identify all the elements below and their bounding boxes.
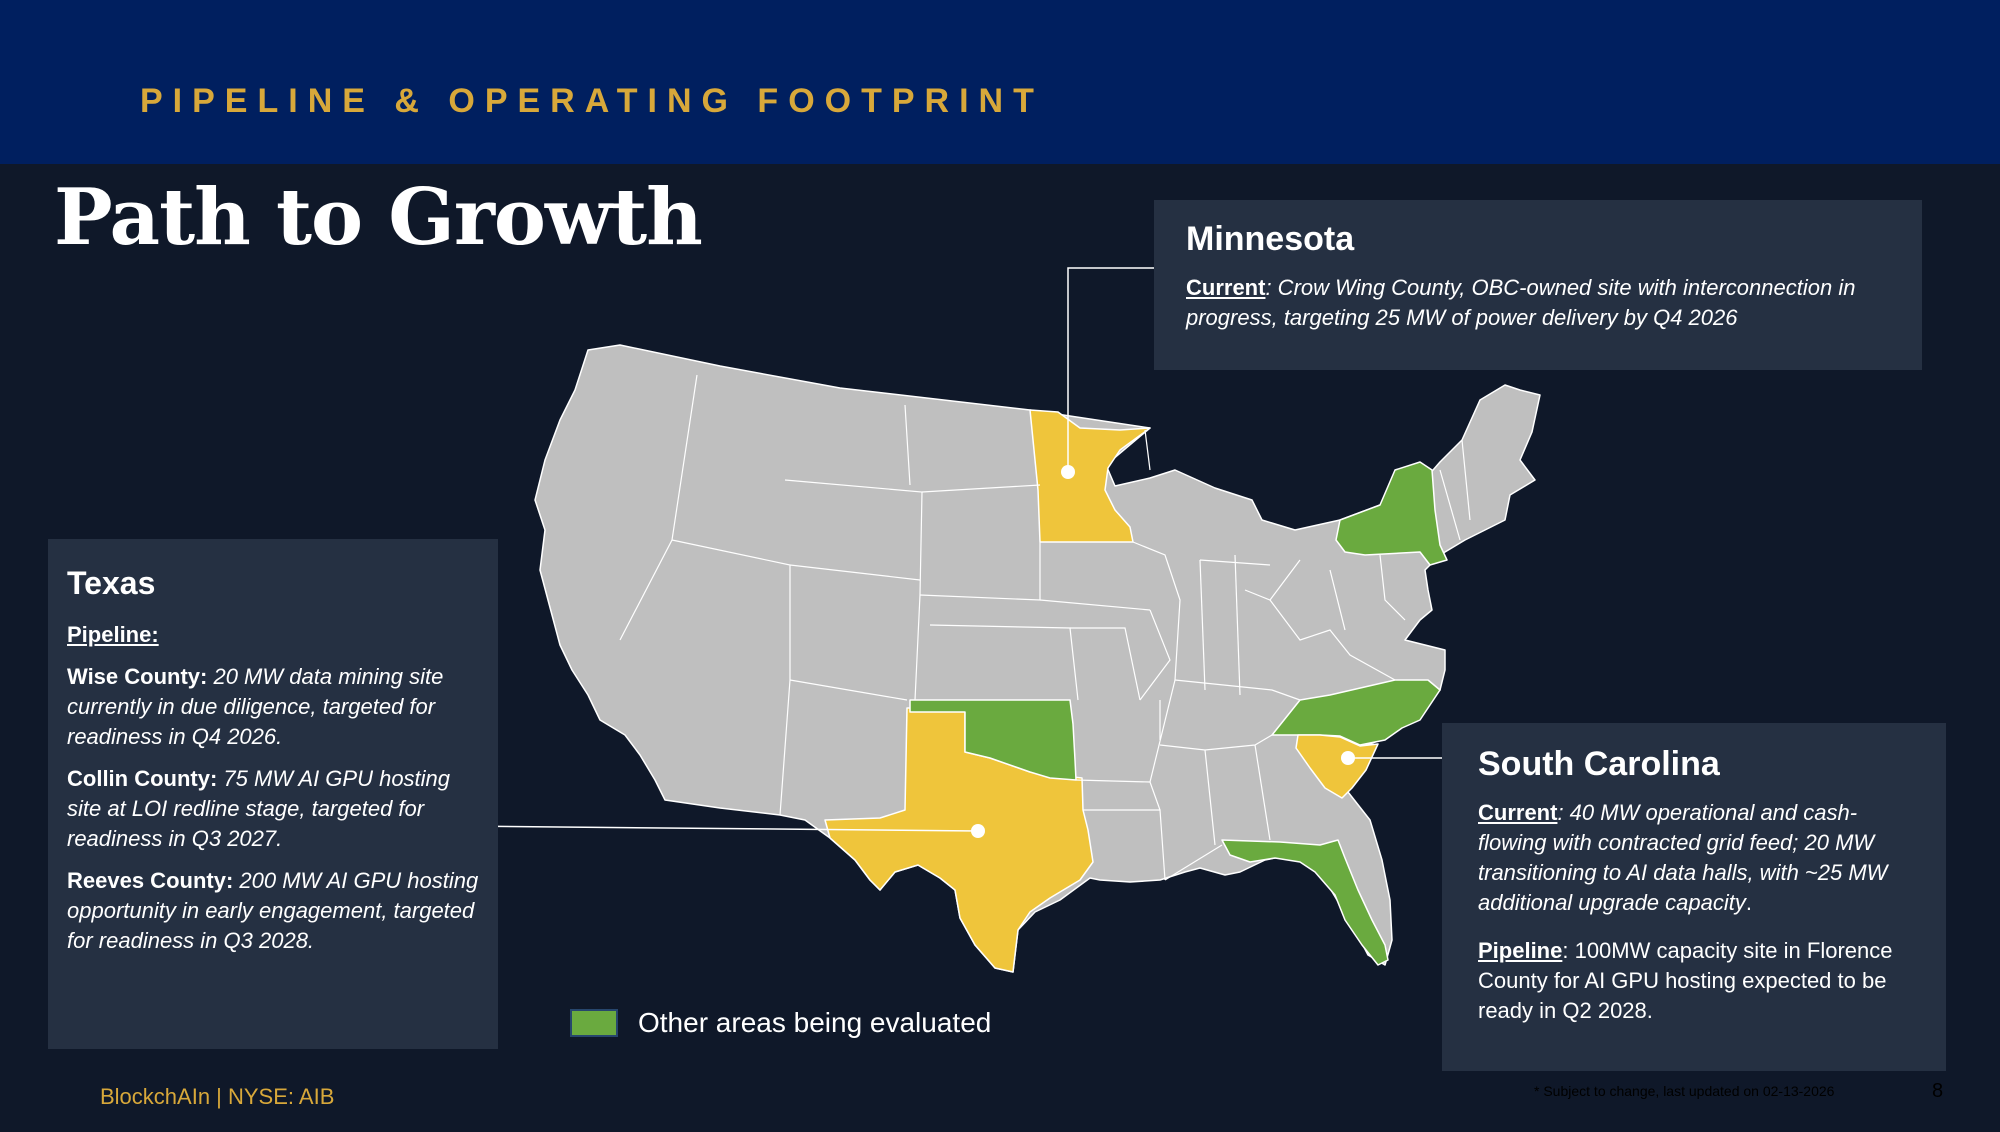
sc-site-dot (1341, 751, 1355, 765)
texas-pipeline-label: Pipeline: (67, 622, 159, 647)
texas-pipeline-item: Wise County: 20 MW data mining site curr… (67, 664, 444, 749)
south-carolina-heading: South Carolina (1478, 745, 1720, 783)
tx-site-dot (971, 824, 985, 838)
texas-callout: Texas Pipeline: Wise County: 20 MW data … (48, 539, 498, 1049)
legend-swatch (570, 1009, 618, 1037)
texas-pipeline-item: Reeves County: 200 MW AI GPU hosting opp… (67, 868, 479, 953)
state-new-york (1335, 461, 1448, 566)
minnesota-current-label: Current (1186, 275, 1266, 300)
page-number: 8 (1932, 1080, 1944, 1102)
south-carolina-pipeline: Pipeline: 100MW capacity site in Florenc… (1478, 938, 1893, 1023)
minnesota-heading: Minnesota (1186, 220, 1355, 258)
texas-heading: Texas (67, 565, 156, 601)
state-south-carolina (1295, 734, 1379, 799)
minnesota-current: Current: Crow Wing County, OBC-owned sit… (1186, 273, 1890, 333)
texas-pipeline-item: Collin County: 75 MW AI GPU hosting site… (67, 766, 451, 851)
south-carolina-current: Current: 40 MW operational and cash-flow… (1478, 800, 1888, 915)
state-oklahoma (909, 699, 1077, 781)
state-minnesota (1029, 409, 1151, 543)
minnesota-callout: Minnesota Current: Crow Wing County, OBC… (1154, 200, 1922, 370)
minnesota-current-text: : Crow Wing County, OBC-owned site with … (1186, 275, 1856, 330)
footer-brand: BlockchAIn | NYSE: AIB (100, 1084, 335, 1109)
state-florida (1221, 839, 1389, 966)
footnote: * Subject to change, last updated on 02-… (1534, 1083, 1835, 1099)
mn-site-dot (1061, 465, 1075, 479)
page-title: Path to Growth (54, 172, 703, 263)
section-label: PIPELINE & OPERATING FOOTPRINT (140, 82, 1044, 120)
map-legend: Other areas being evaluated (570, 1007, 991, 1039)
legend-label: Other areas being evaluated (638, 1007, 992, 1038)
header-band (0, 0, 2000, 164)
south-carolina-callout: South Carolina Current: 40 MW operationa… (1442, 723, 1946, 1071)
